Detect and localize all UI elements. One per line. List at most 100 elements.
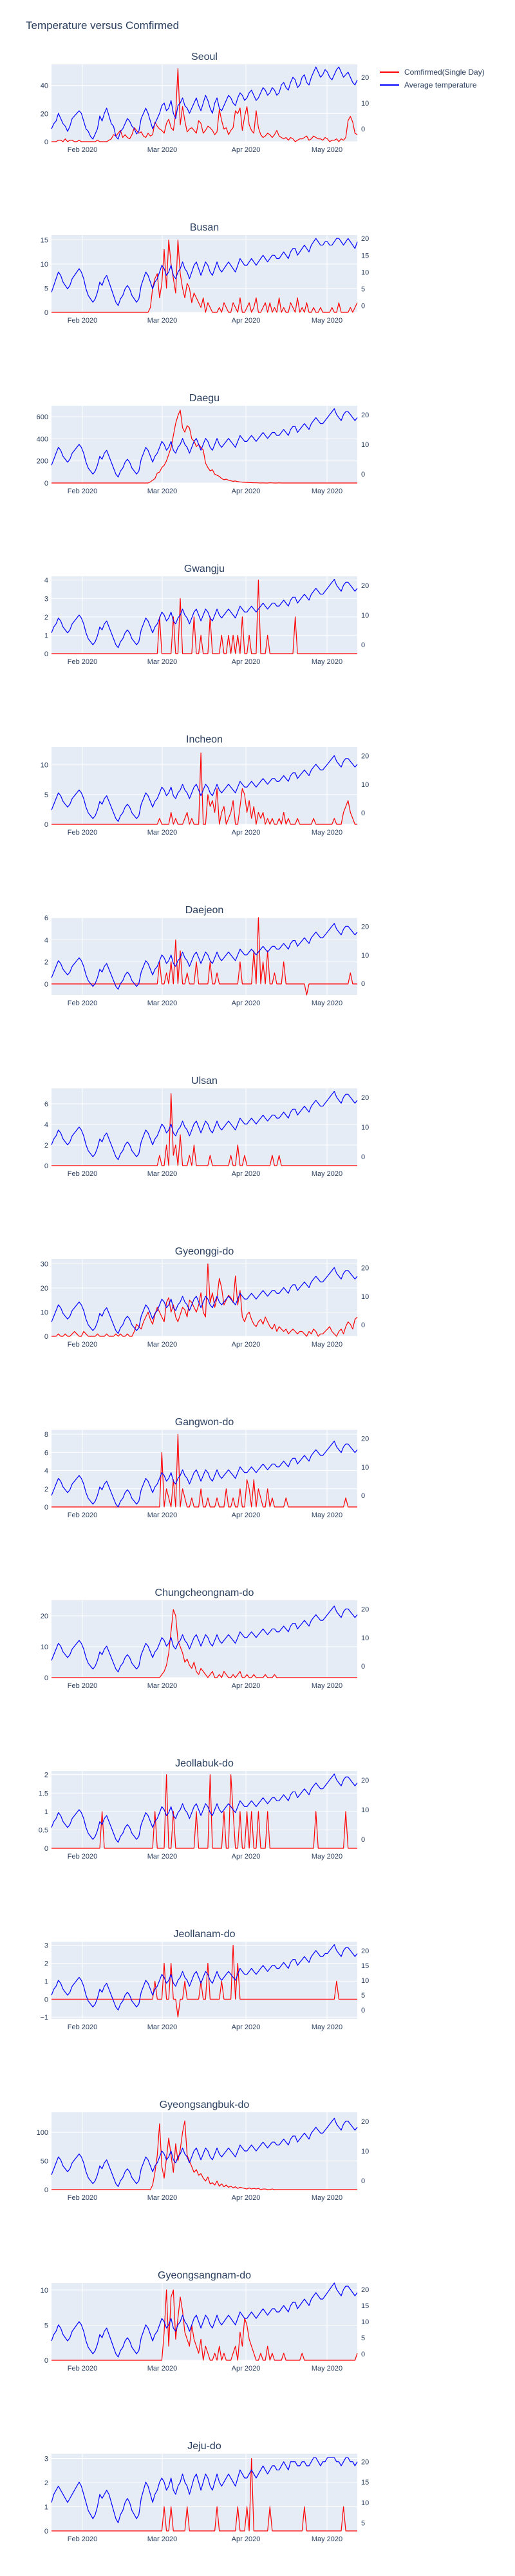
series-line-confirmed xyxy=(52,2458,357,2532)
x-tick-label: Apr 2020 xyxy=(232,146,261,154)
plot-area xyxy=(52,918,357,995)
x-tick-label: Mar 2020 xyxy=(147,1170,177,1178)
y2-tick-label: 10 xyxy=(361,441,369,449)
y-tick-label: 0 xyxy=(44,2528,48,2535)
y2-tick-label: 10 xyxy=(361,612,369,620)
y-tick-label: 1 xyxy=(44,1978,48,1985)
y-tick-label: 3 xyxy=(44,2456,48,2463)
plot-area xyxy=(52,2283,357,2360)
plot-area xyxy=(52,1600,357,1678)
x-tick-label: Apr 2020 xyxy=(232,829,261,837)
y-tick-label: 0 xyxy=(44,1333,48,1341)
x-tick-label: Feb 2020 xyxy=(68,2365,97,2372)
x-tick-label: Feb 2020 xyxy=(68,999,97,1007)
x-tick-label: Apr 2020 xyxy=(232,317,261,325)
y2-tick-label: 20 xyxy=(361,582,369,590)
y2-tick-label: 0 xyxy=(361,2177,365,2185)
y-tick-label: 2 xyxy=(44,2479,48,2487)
x-tick-label: May 2020 xyxy=(312,2023,342,2031)
series-line-confirmed xyxy=(52,1263,358,1337)
y-tick-label: 2 xyxy=(44,1960,48,1967)
y2-tick-label: 15 xyxy=(361,2302,369,2310)
series-line-temperature xyxy=(51,2282,358,2358)
subplot-chungcheongnam-do: Chungcheongnam-do Feb 2020 Mar 2020 Apr 202… xyxy=(41,1587,370,1690)
y2-tick-label: 0 xyxy=(361,471,365,478)
x-tick-label: May 2020 xyxy=(312,658,342,666)
x-tick-label: Mar 2020 xyxy=(147,488,177,495)
subplot-title: Busan xyxy=(190,222,219,233)
plot-area xyxy=(52,235,357,312)
y2-tick-label: 20 xyxy=(361,1777,369,1785)
y-tick-label: 0 xyxy=(44,480,48,488)
subplot-gwangju: Gwangju Feb 2020 Mar 2020 Apr 2020 May 2020 0… xyxy=(44,564,369,666)
y-tick-label: 2 xyxy=(44,1486,48,1493)
y2-tick-label: 0 xyxy=(361,810,365,817)
legend-swatch-temperature xyxy=(380,84,399,86)
y2-tick-label: 15 xyxy=(361,2479,369,2486)
subplot-title: Gyeongsangbuk-do xyxy=(160,2099,250,2110)
y2-tick-label: 20 xyxy=(361,1947,369,1955)
subplot-title: Gyeonggi-do xyxy=(175,1246,234,1257)
x-tick-label: Apr 2020 xyxy=(232,1853,261,1861)
subplot-title: Daegu xyxy=(189,393,220,404)
series-line-temperature xyxy=(51,1605,358,1672)
legend-item-confirmed[interactable]: Comfirmed(Single Day) xyxy=(380,66,485,79)
plot-area xyxy=(52,576,357,654)
y2-tick-label: 0 xyxy=(361,980,365,988)
y2-tick-label: 0 xyxy=(361,126,365,133)
subplot-jeju-do: Jeju-do Feb 2020 Mar 2020 Apr 2020 May 2020 0… xyxy=(44,2441,369,2543)
x-tick-label: Feb 2020 xyxy=(68,1341,97,1349)
series-line-temperature xyxy=(51,2457,358,2523)
y-tick-label: 10 xyxy=(41,1643,48,1651)
series-line-temperature xyxy=(51,2117,358,2187)
x-tick-label: Apr 2020 xyxy=(232,1511,261,1519)
subplot-title: Gwangju xyxy=(184,564,225,574)
y-tick-label: 2 xyxy=(44,1142,48,1150)
y2-tick-label: 0 xyxy=(361,303,365,310)
series-line-temperature xyxy=(51,1267,358,1334)
series-line-confirmed xyxy=(52,580,357,654)
subplot-title: Gangwon-do xyxy=(175,1417,234,1428)
y-tick-label: 10 xyxy=(41,2287,48,2295)
subplot-busan: Busan Feb 2020 Mar 2020 Apr 2020 May 2020 0 5 1… xyxy=(41,222,370,325)
legend-item-temperature[interactable]: Average temperature xyxy=(380,79,485,91)
x-tick-label: Mar 2020 xyxy=(147,2365,177,2372)
y2-tick-label: 20 xyxy=(361,2459,369,2467)
y-tick-label: 2 xyxy=(44,959,48,967)
y2-tick-label: 20 xyxy=(361,1264,369,1272)
y2-tick-label: 0 xyxy=(361,2351,365,2358)
plot-area xyxy=(52,406,357,483)
legend[interactable]: Comfirmed(Single Day) Average temperatur… xyxy=(380,66,485,91)
x-tick-label: Feb 2020 xyxy=(68,146,97,154)
y2-tick-label: 10 xyxy=(361,2148,369,2155)
y-tick-label: 3 xyxy=(44,595,48,603)
y2-tick-label: 10 xyxy=(361,1464,369,1472)
y-tick-label: 20 xyxy=(41,1285,48,1293)
x-tick-label: Apr 2020 xyxy=(232,658,261,666)
y-tick-label: 0 xyxy=(44,1845,48,1853)
subplot-title: Ulsan xyxy=(191,1075,218,1086)
y-tick-label: 1 xyxy=(44,632,48,639)
x-tick-label: Feb 2020 xyxy=(68,317,97,325)
x-tick-label: Apr 2020 xyxy=(232,999,261,1007)
subplot-gyeonggi-do: Gyeonggi-do Feb 2020 Mar 2020 Apr 2020 May 2… xyxy=(41,1246,370,1349)
y2-tick-label: 10 xyxy=(361,2499,369,2507)
x-tick-label: Mar 2020 xyxy=(147,2535,177,2543)
series-line-confirmed xyxy=(52,1774,357,1849)
y2-tick-label: 0 xyxy=(361,1153,365,1161)
y-tick-label: 5 xyxy=(44,791,48,799)
subplot-title: Jeollanam-do xyxy=(173,1929,235,1940)
series-line-temperature xyxy=(51,238,358,307)
y2-tick-label: 0 xyxy=(361,1663,365,1671)
x-tick-label: Mar 2020 xyxy=(147,146,177,154)
x-tick-label: Mar 2020 xyxy=(147,1511,177,1519)
y-tick-label: 20 xyxy=(41,110,48,118)
x-tick-label: Mar 2020 xyxy=(147,658,177,666)
series-line-temperature xyxy=(51,1441,358,1508)
x-tick-label: Mar 2020 xyxy=(147,1682,177,1690)
x-tick-label: Apr 2020 xyxy=(232,1341,261,1349)
x-tick-label: May 2020 xyxy=(312,488,342,495)
x-tick-label: Mar 2020 xyxy=(147,2194,177,2202)
series-line-confirmed xyxy=(52,2289,358,2361)
y-tick-label: 0 xyxy=(44,1996,48,2003)
